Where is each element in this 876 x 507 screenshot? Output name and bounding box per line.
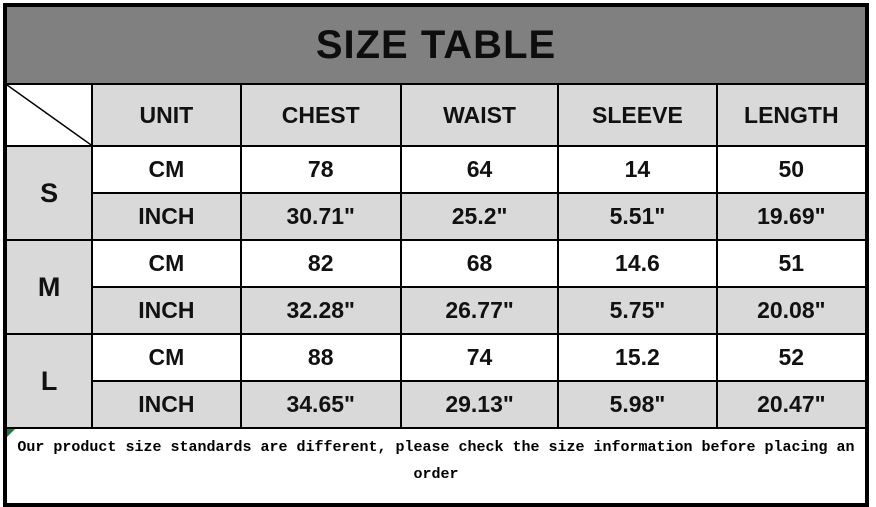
header-sleeve: SLEEVE [557,83,718,147]
unit-label: CM [91,145,242,194]
footer-note-text: Our product size standards are different… [17,439,855,483]
title-row: SIZE TABLE [4,4,868,85]
unit-label: INCH [91,192,242,241]
unit-label: INCH [91,286,242,335]
value-sleeve: 5.51" [557,192,718,241]
diagonal-line [7,85,91,145]
value-sleeve: 5.98" [557,380,718,429]
table-row-l-inch: INCH 34.65" 29.13" 5.98" 20.47" [5,380,869,429]
page-title: SIZE TABLE [4,4,868,85]
unit-label: CM [91,333,242,382]
table-row-l-cm: L CM 88 74 15.2 52 [3,333,869,429]
value-chest: 88 [239,333,402,382]
value-waist: 26.77" [399,286,560,335]
value-chest: 78 [239,145,402,194]
value-length: 51 [715,239,869,288]
size-table-panel: SIZE TABLE UNIT CHEST WAIST SLEEVE LENGT… [3,3,869,507]
size-label-m: M [3,239,94,335]
value-sleeve: 14 [557,145,718,194]
header-chest: CHEST [239,83,402,147]
value-chest: 32.28" [239,286,402,335]
unit-label: INCH [91,380,242,429]
size-table: SIZE TABLE UNIT CHEST WAIST SLEEVE LENGT… [3,3,869,507]
size-label-l: L [3,333,94,429]
value-waist: 64 [399,145,560,194]
header-row: UNIT CHEST WAIST SLEEVE LENGTH [3,83,869,147]
value-chest: 82 [239,239,402,288]
header-length: LENGTH [715,83,869,147]
unit-label: CM [91,239,242,288]
value-length: 50 [715,145,869,194]
value-waist: 68 [399,239,560,288]
value-chest: 30.71" [239,192,402,241]
size-label-s: S [3,145,94,241]
value-length: 20.08" [715,286,869,335]
value-waist: 29.13" [399,380,560,429]
corner-diagonal-cell [3,83,94,147]
value-waist: 74 [399,333,560,382]
table-row-s-inch: INCH 30.71" 25.2" 5.51" 19.69" [5,192,869,241]
footer-note-cell: Our product size standards are different… [4,427,868,506]
header-unit: UNIT [91,83,242,147]
value-length: 20.47" [715,380,869,429]
value-length: 19.69" [715,192,869,241]
value-sleeve: 14.6 [557,239,718,288]
header-waist: WAIST [399,83,560,147]
table-row-m-inch: INCH 32.28" 26.77" 5.75" 20.08" [5,286,869,335]
excel-corner-marker-icon [7,430,15,437]
footer-row: Our product size standards are different… [4,427,868,506]
value-length: 52 [715,333,869,382]
value-chest: 34.65" [239,380,402,429]
table-row-s-cm: S CM 78 64 14 50 [3,145,869,241]
table-row-m-cm: M CM 82 68 14.6 51 [3,239,869,335]
value-sleeve: 5.75" [557,286,718,335]
value-sleeve: 15.2 [557,333,718,382]
value-waist: 25.2" [399,192,560,241]
